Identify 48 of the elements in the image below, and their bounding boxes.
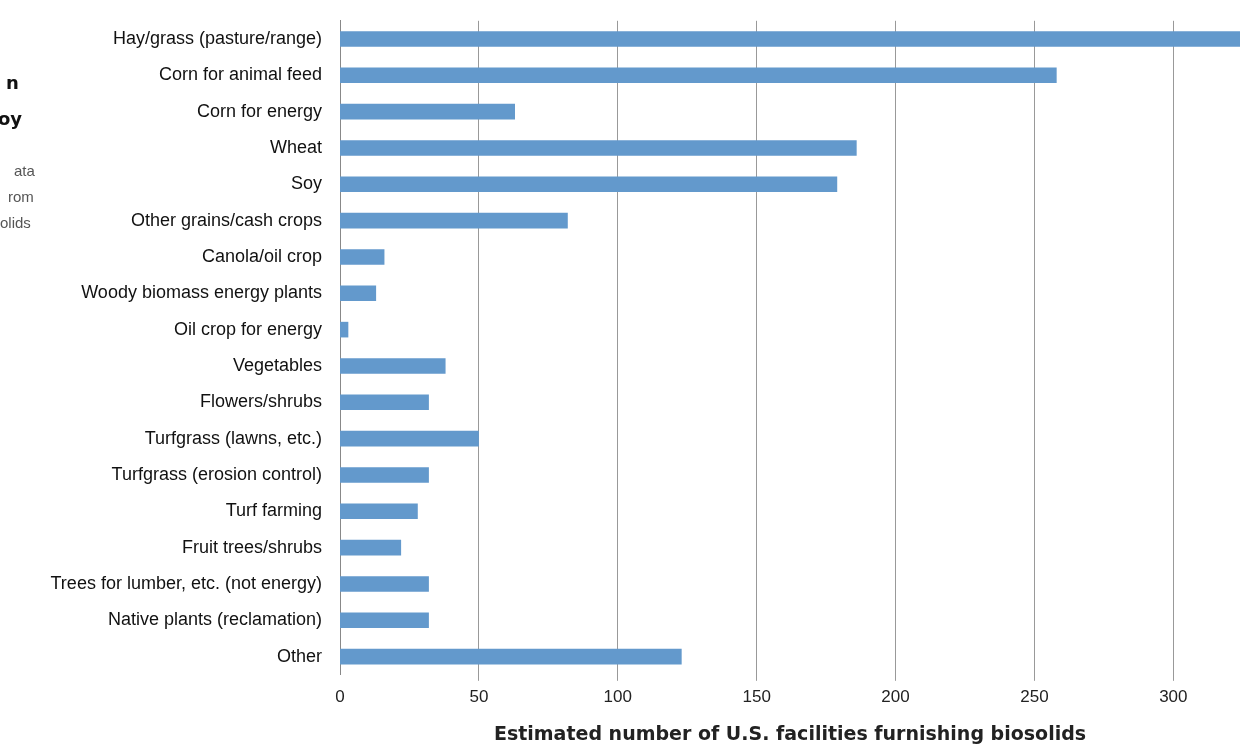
y-tick-label: Fruit trees/shrubs	[181, 536, 322, 557]
y-tick-label: Other	[276, 645, 322, 666]
bar	[340, 321, 349, 338]
y-tick-label: Corn for animal feed	[158, 64, 322, 85]
bar	[340, 176, 838, 193]
y-tick-label: Trees for lumber, etc. (not energy)	[50, 572, 322, 593]
bar	[340, 467, 429, 483]
bar	[340, 430, 479, 447]
bar	[340, 358, 446, 374]
y-tick-label: Wheat	[269, 136, 322, 157]
bar	[340, 31, 1240, 47]
text: olids	[0, 214, 31, 231]
bar	[340, 648, 682, 665]
x-tick-label: 150	[742, 686, 771, 706]
bar	[340, 539, 402, 556]
y-tick-label: Vegetables	[232, 354, 322, 375]
x-axis-title: Estimated number of U.S. facilities furnishing biosolids	[493, 721, 1087, 744]
bar	[340, 503, 418, 520]
bar	[340, 394, 429, 411]
bar	[340, 249, 385, 265]
y-tick-label: Turf farming	[225, 500, 322, 521]
y-tick-label: Turfgrass (erosion control)	[111, 463, 322, 484]
x-tick-label: 300	[1159, 686, 1188, 706]
y-tick-label: Turfgrass (lawns, etc.)	[144, 427, 322, 448]
y-tick-label: Flowers/shrubs	[199, 391, 322, 412]
bar	[340, 67, 1057, 84]
y-tick-label: Soy	[290, 173, 322, 194]
x-tick-label: 200	[881, 686, 910, 706]
bar	[340, 103, 515, 120]
text: ata	[14, 162, 35, 179]
bar	[340, 285, 377, 302]
y-tick-label: Corn for energy	[196, 100, 322, 121]
bar	[340, 140, 857, 156]
x-tick-label: 0	[335, 686, 345, 706]
text: rom	[8, 188, 34, 205]
y-tick-label: Other grains/cash crops	[130, 209, 322, 230]
y-tick-label: Canola/oil crop	[201, 245, 322, 266]
y-tick-label: Hay/grass (pasture/range)	[112, 27, 322, 48]
x-tick-label: 100	[603, 686, 632, 706]
bar	[340, 212, 568, 229]
x-tick-label: 250	[1020, 686, 1049, 706]
bar	[340, 576, 429, 592]
y-tick-label: Native plants (reclamation)	[107, 609, 322, 630]
y-tick-label: Woody biomass energy plants	[81, 282, 322, 303]
text: n	[6, 72, 19, 93]
x-tick-label: 50	[469, 686, 489, 706]
y-tick-label: Oil crop for energy	[173, 318, 322, 339]
bar	[340, 612, 429, 629]
